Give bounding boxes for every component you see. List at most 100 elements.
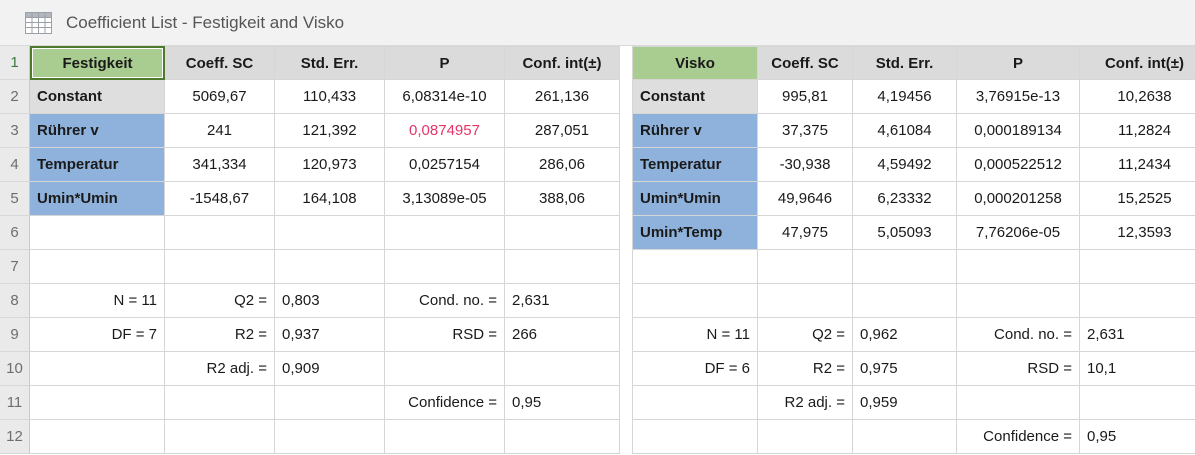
value-cell[interactable]: 10,2638 <box>1080 80 1195 114</box>
empty-cell[interactable] <box>853 250 957 284</box>
value-cell[interactable]: 995,81 <box>758 80 853 114</box>
column-header-cell[interactable]: P <box>385 46 505 80</box>
value-cell[interactable]: 4,61084 <box>853 114 957 148</box>
response-name-cell[interactable]: Visko <box>632 46 758 80</box>
empty-cell[interactable] <box>385 250 505 284</box>
stat-label-cell[interactable]: Q2 = <box>758 318 853 352</box>
value-cell[interactable]: 241 <box>165 114 275 148</box>
empty-cell[interactable] <box>758 420 853 454</box>
stat-value-cell[interactable]: 0,803 <box>275 284 385 318</box>
empty-cell[interactable] <box>853 284 957 318</box>
column-header-cell[interactable]: Conf. int(±) <box>505 46 620 80</box>
row-number[interactable]: 10 <box>0 352 30 386</box>
empty-cell[interactable] <box>30 352 165 386</box>
stat-value-cell[interactable]: 266 <box>505 318 620 352</box>
value-cell[interactable]: 110,433 <box>275 80 385 114</box>
empty-cell[interactable] <box>632 284 758 318</box>
stat-label-cell[interactable]: R2 adj. = <box>758 386 853 420</box>
value-cell[interactable]: 287,051 <box>505 114 620 148</box>
stat-label-cell[interactable]: DF = 6 <box>632 352 758 386</box>
p-value-cell[interactable]: 3,13089e-05 <box>385 182 505 216</box>
empty-cell[interactable] <box>385 352 505 386</box>
stat-label-cell[interactable]: N = 11 <box>30 284 165 318</box>
value-cell[interactable]: 15,2525 <box>1080 182 1195 216</box>
stat-value-cell[interactable]: 0,962 <box>853 318 957 352</box>
empty-cell[interactable] <box>385 216 505 250</box>
row-number[interactable]: 6 <box>0 216 30 250</box>
empty-cell[interactable] <box>957 386 1080 420</box>
empty-cell[interactable] <box>275 420 385 454</box>
empty-cell[interactable] <box>853 420 957 454</box>
stat-value-cell[interactable]: 0,909 <box>275 352 385 386</box>
value-cell[interactable]: 37,375 <box>758 114 853 148</box>
empty-cell[interactable] <box>385 420 505 454</box>
stat-label-cell[interactable]: Q2 = <box>165 284 275 318</box>
term-cell[interactable]: Umin*Umin <box>632 182 758 216</box>
stat-value-cell[interactable]: 0,95 <box>505 386 620 420</box>
value-cell[interactable]: 5069,67 <box>165 80 275 114</box>
empty-cell[interactable] <box>165 250 275 284</box>
column-header-cell[interactable]: Std. Err. <box>275 46 385 80</box>
column-header-cell[interactable]: Coeff. SC <box>165 46 275 80</box>
empty-cell[interactable] <box>1080 386 1195 420</box>
column-header-cell[interactable]: Coeff. SC <box>758 46 853 80</box>
stat-label-cell[interactable]: Confidence = <box>957 420 1080 454</box>
value-cell[interactable]: 11,2824 <box>1080 114 1195 148</box>
value-cell[interactable]: 121,392 <box>275 114 385 148</box>
empty-cell[interactable] <box>165 386 275 420</box>
term-cell[interactable]: Umin*Temp <box>632 216 758 250</box>
stat-label-cell[interactable]: RSD = <box>957 352 1080 386</box>
value-cell[interactable]: 5,05093 <box>853 216 957 250</box>
stat-value-cell[interactable]: 0,95 <box>1080 420 1195 454</box>
value-cell[interactable]: 261,136 <box>505 80 620 114</box>
value-cell[interactable]: 6,23332 <box>853 182 957 216</box>
column-header-cell[interactable]: P <box>957 46 1080 80</box>
empty-cell[interactable] <box>957 284 1080 318</box>
term-cell[interactable]: Constant <box>632 80 758 114</box>
stat-label-cell[interactable]: Cond. no. = <box>957 318 1080 352</box>
p-value-cell[interactable]: 7,76206e-05 <box>957 216 1080 250</box>
empty-cell[interactable] <box>505 216 620 250</box>
p-value-cell[interactable]: 0,000201258 <box>957 182 1080 216</box>
value-cell[interactable]: 47,975 <box>758 216 853 250</box>
empty-cell[interactable] <box>632 420 758 454</box>
term-cell[interactable]: Umin*Umin <box>30 182 165 216</box>
p-value-cell[interactable]: 0,000522512 <box>957 148 1080 182</box>
empty-cell[interactable] <box>632 386 758 420</box>
empty-cell[interactable] <box>30 216 165 250</box>
row-number[interactable]: 5 <box>0 182 30 216</box>
p-value-cell[interactable]: 0,0257154 <box>385 148 505 182</box>
value-cell[interactable]: -30,938 <box>758 148 853 182</box>
empty-cell[interactable] <box>1080 250 1195 284</box>
stat-label-cell[interactable]: Cond. no. = <box>385 284 505 318</box>
p-value-cell[interactable]: 0,0874957 <box>385 114 505 148</box>
stat-value-cell[interactable]: 0,937 <box>275 318 385 352</box>
stat-label-cell[interactable]: DF = 7 <box>30 318 165 352</box>
row-number[interactable]: 7 <box>0 250 30 284</box>
value-cell[interactable]: 4,59492 <box>853 148 957 182</box>
stat-label-cell[interactable]: RSD = <box>385 318 505 352</box>
stat-value-cell[interactable]: 0,975 <box>853 352 957 386</box>
stat-value-cell[interactable]: 2,631 <box>1080 318 1195 352</box>
stat-label-cell[interactable]: R2 = <box>165 318 275 352</box>
p-value-cell[interactable]: 3,76915e-13 <box>957 80 1080 114</box>
empty-cell[interactable] <box>758 284 853 318</box>
empty-cell[interactable] <box>275 216 385 250</box>
empty-cell[interactable] <box>758 250 853 284</box>
value-cell[interactable]: 286,06 <box>505 148 620 182</box>
empty-cell[interactable] <box>505 250 620 284</box>
empty-cell[interactable] <box>1080 284 1195 318</box>
empty-cell[interactable] <box>275 250 385 284</box>
value-cell[interactable]: 388,06 <box>505 182 620 216</box>
value-cell[interactable]: 11,2434 <box>1080 148 1195 182</box>
value-cell[interactable]: 4,19456 <box>853 80 957 114</box>
stat-value-cell[interactable]: 10,1 <box>1080 352 1195 386</box>
row-number[interactable]: 9 <box>0 318 30 352</box>
value-cell[interactable]: 12,3593 <box>1080 216 1195 250</box>
column-header-cell[interactable]: Conf. int(±) <box>1080 46 1195 80</box>
stat-value-cell[interactable]: 2,631 <box>505 284 620 318</box>
value-cell[interactable]: -1548,67 <box>165 182 275 216</box>
term-cell[interactable]: Temperatur <box>632 148 758 182</box>
row-number[interactable]: 8 <box>0 284 30 318</box>
empty-cell[interactable] <box>165 216 275 250</box>
